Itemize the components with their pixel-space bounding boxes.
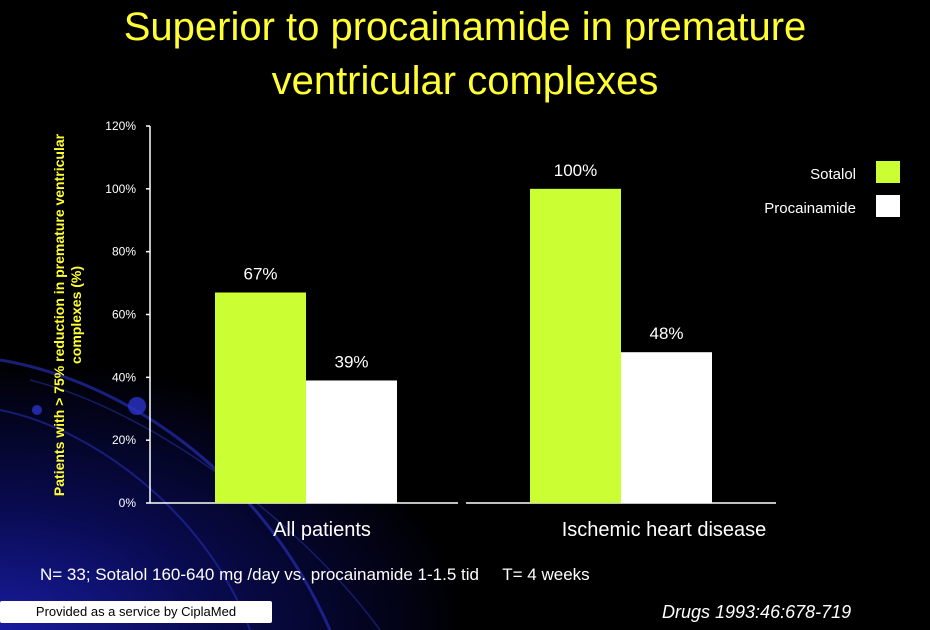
bar-sotalol-2 [530,188,621,504]
citation: Drugs 1993:46:678-719 [662,602,852,622]
y-tick-label: 100% [105,182,136,196]
bar-procainamide-1 [306,380,397,503]
data-label: 67% [243,265,277,284]
category-label: Ischemic heart disease [562,519,767,541]
provided-by-badge: Provided as a service by CiplaMed [0,601,272,623]
slide-title-line1: Superior to procainamide in premature [123,5,807,49]
y-tick-label: 20% [112,433,136,447]
study-footnote: N= 33; Sotalol 160-640 mg /day vs. proca… [40,565,590,584]
y-tick-label: 120% [105,119,136,133]
legend-swatch [876,161,900,183]
data-label: 100% [554,161,597,180]
y-tick-label: 80% [112,245,136,259]
legend-label: Sotalol [810,166,856,183]
y-tick-label: 0% [119,496,137,510]
bar-procainamide-2 [621,352,712,503]
legend-label: Procainamide [764,200,856,217]
data-label: 48% [649,324,683,343]
data-label: 39% [334,352,368,371]
slide-title-line2: ventricular complexes [271,59,659,103]
y-axis-label: Patients with > 75% reduction in prematu… [51,133,84,496]
bar-sotalol-1 [215,292,306,503]
category-label: All patients [273,519,371,541]
y-tick-label: 60% [112,308,136,322]
y-tick-label: 40% [112,370,136,384]
bar-chart: 0% 20% 40% 60% 80% 100% 120% Patients with > 75… [51,119,900,541]
legend-swatch [876,195,900,217]
